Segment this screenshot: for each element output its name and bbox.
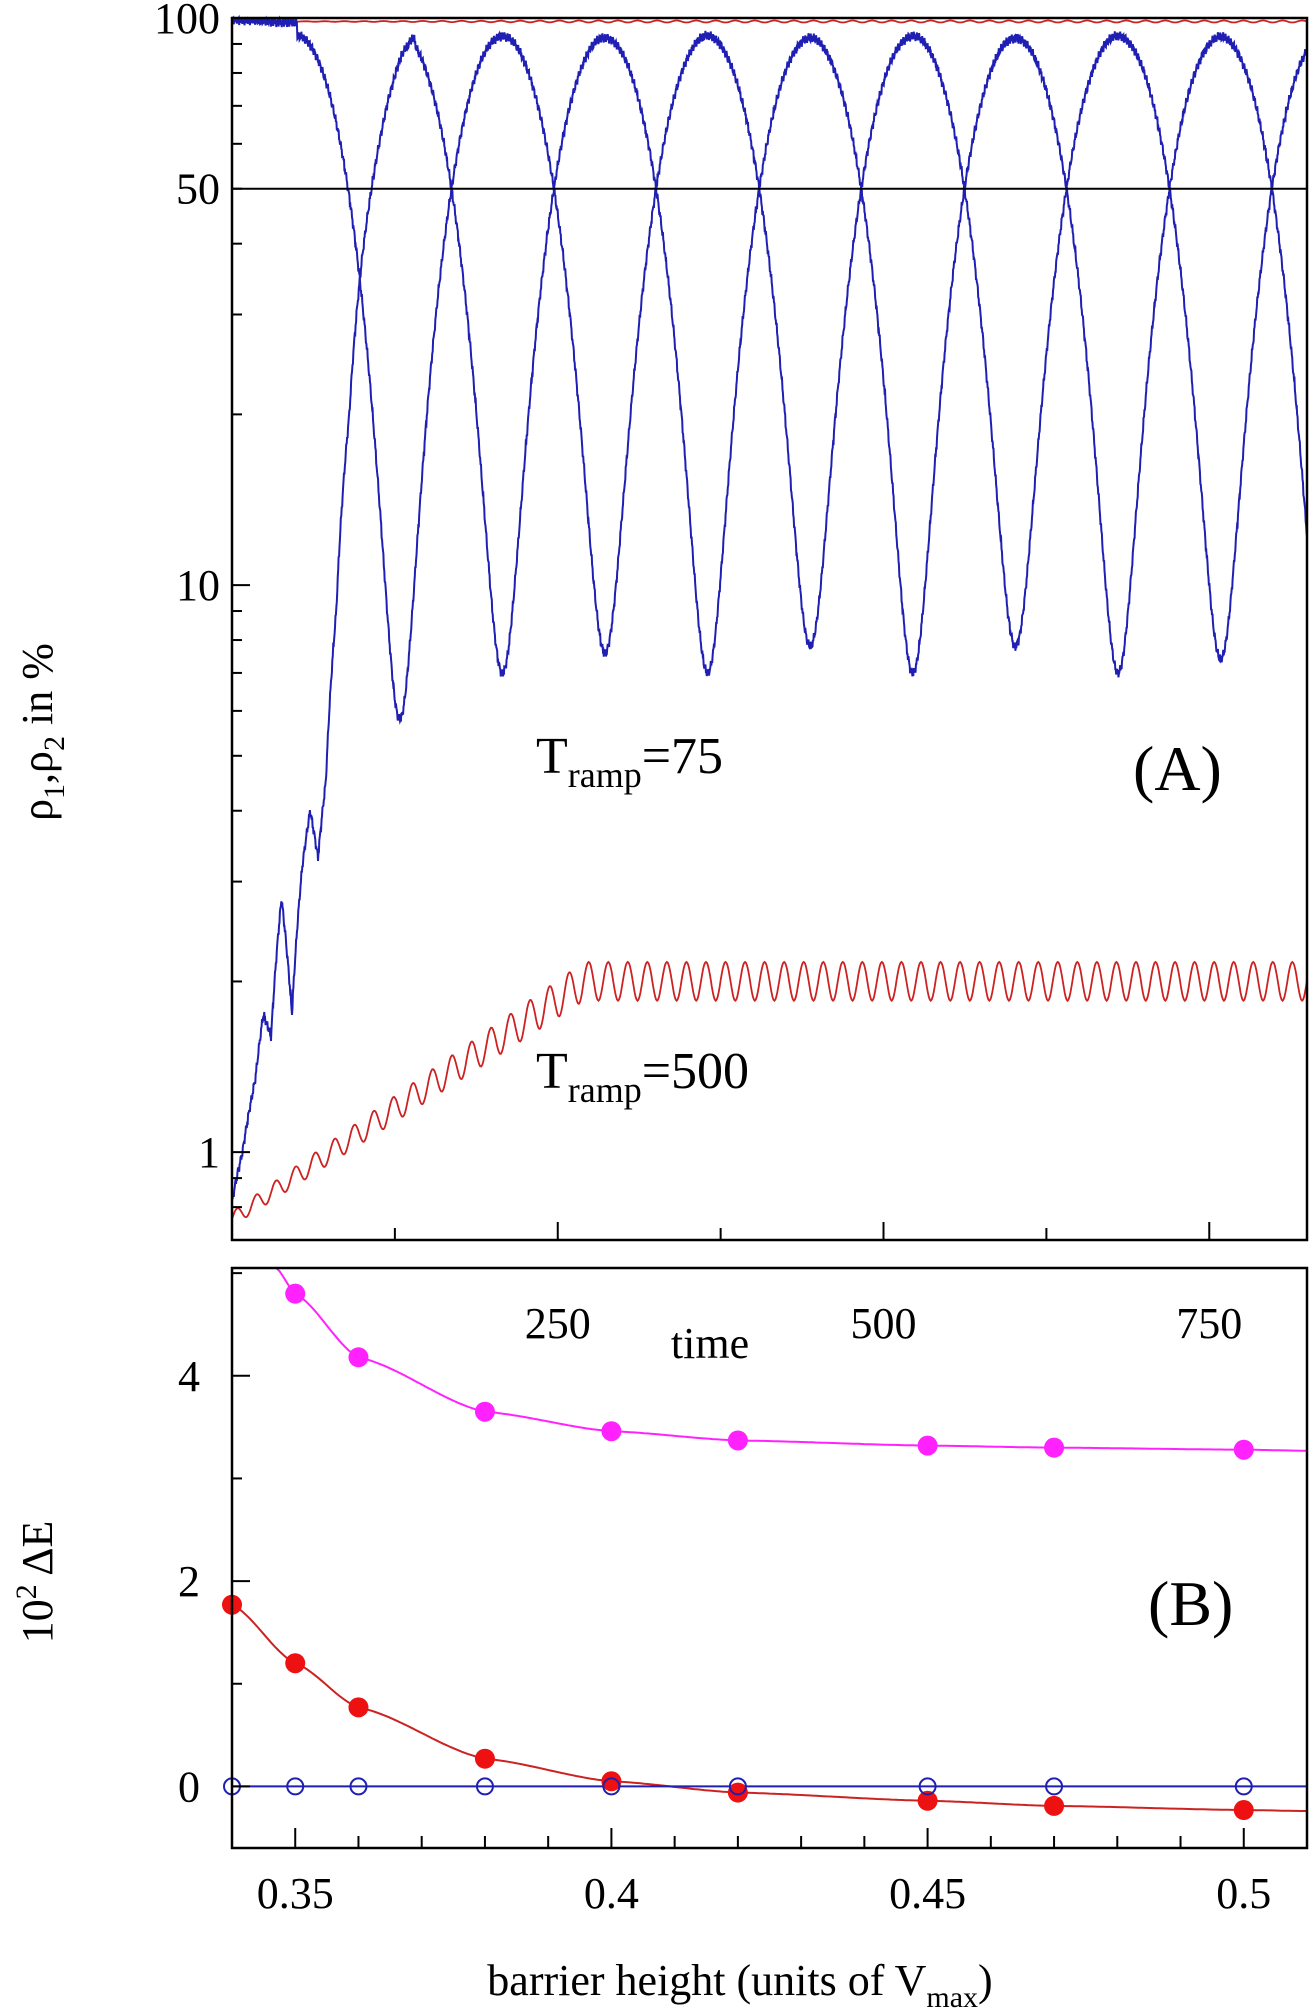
panel-a-x-tick-label: 750	[1176, 1299, 1242, 1348]
y-tick-label: 10	[176, 561, 220, 610]
point-red	[727, 1782, 748, 1803]
curve-magenta	[275, 1267, 1307, 1452]
point-blue-open	[918, 1777, 937, 1796]
point-blue-open	[286, 1777, 305, 1796]
series-tramp-75-well-1	[231, 14, 1308, 725]
panel-a-label: (A)	[1133, 733, 1222, 804]
point-blue-open	[728, 1777, 747, 1796]
panel-a-x-tick-label: 500	[851, 1299, 917, 1348]
panel-a-x-tick-label: 250	[525, 1299, 591, 1348]
x-tick-label: 0.45	[889, 1869, 966, 1918]
point-red	[285, 1653, 306, 1674]
panel-b-y-axis-label: 102 ΔE	[10, 1521, 62, 1644]
series-tramp-500-high	[232, 19, 1308, 24]
point-red	[474, 1748, 495, 1769]
point-magenta	[285, 1283, 306, 1304]
point-blue-open	[1045, 1777, 1064, 1796]
point-blue-open	[602, 1777, 621, 1796]
annotation-tramp-75: Tramp=75	[536, 728, 723, 795]
y-tick-label: 0	[178, 1762, 200, 1811]
series-tramp-500-low	[231, 960, 1308, 1220]
point-blue-open	[475, 1777, 494, 1796]
panel-a-y-axis-label: ρ1,ρ2 in %	[13, 643, 71, 821]
point-red	[601, 1771, 622, 1792]
point-magenta	[601, 1421, 622, 1442]
y-tick-label: 2	[178, 1557, 200, 1606]
point-magenta	[348, 1347, 369, 1368]
point-magenta	[474, 1401, 495, 1422]
x-tick-label: 0.5	[1216, 1869, 1271, 1918]
point-magenta	[727, 1430, 748, 1451]
panel-b-frame	[230, 1266, 1309, 1850]
point-magenta	[1044, 1437, 1065, 1458]
x-tick-label: 0.4	[584, 1869, 639, 1918]
panel-b-x-axis-label: barrier height (units of Vmax)	[487, 1956, 992, 2014]
panel-b-label: (B)	[1148, 1568, 1233, 1639]
y-tick-label: 1	[198, 1128, 220, 1177]
panel-a: 1 10 50 100	[154, 0, 1309, 1242]
point-red	[1233, 1800, 1254, 1821]
panel-b: 250 500 750 0 2 4 0.35 0.4 0.45 0.5	[178, 1266, 1309, 1918]
point-red	[917, 1790, 938, 1811]
annotation-tramp-500: Tramp=500	[536, 1043, 749, 1110]
y-tick-label: 50	[176, 165, 220, 214]
y-tick-label: 100	[154, 0, 220, 43]
point-blue-open	[349, 1777, 368, 1796]
point-magenta	[917, 1435, 938, 1456]
point-blue-open	[1234, 1777, 1253, 1796]
series-tramp-75-well-2	[231, 32, 1308, 1202]
point-magenta	[1233, 1439, 1254, 1460]
point-red	[1044, 1795, 1065, 1816]
panel-a-x-axis-label: time	[671, 1319, 749, 1368]
point-red	[348, 1697, 369, 1718]
panel-a-frame	[230, 16, 1309, 1242]
x-tick-label: 0.35	[257, 1869, 334, 1918]
curve-red	[231, 1603, 1307, 1812]
y-tick-label: 4	[178, 1352, 200, 1401]
